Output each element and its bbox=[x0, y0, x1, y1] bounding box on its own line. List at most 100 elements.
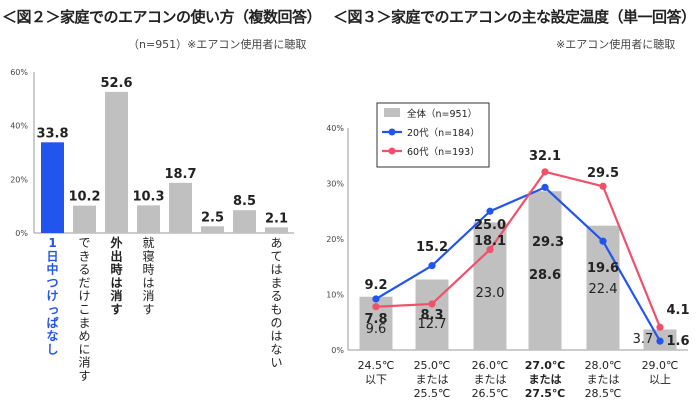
fig2-bar bbox=[41, 142, 64, 233]
fig3-20s-value-label: 29.3 bbox=[532, 235, 564, 250]
fig3-bar-value-label: 3.7 bbox=[633, 332, 654, 347]
fig3-bar-value-label: 9.6 bbox=[366, 322, 387, 337]
fig2-category-label-char: 1 bbox=[48, 236, 56, 250]
fig2-value-label: 10.2 bbox=[68, 190, 100, 205]
fig3-series-marker bbox=[656, 323, 664, 331]
fig2-y-tick-label: 20% bbox=[10, 175, 28, 184]
fig3-series-line bbox=[375, 186, 661, 342]
fig3-20s-value-label: 15.2 bbox=[416, 240, 448, 255]
fig3-category-label-line: 28.5℃ bbox=[585, 387, 622, 400]
fig2-bar bbox=[105, 91, 128, 234]
fig3-20s-value-label: 9.2 bbox=[364, 278, 387, 293]
fig2-category-label-char: は bbox=[270, 329, 282, 343]
fig3-legend-marker bbox=[388, 128, 396, 136]
fig3-series-marker bbox=[541, 183, 549, 191]
fig3-20s-value-label: 1.6 bbox=[666, 334, 689, 349]
fig2-category-label-char: し bbox=[46, 342, 58, 356]
fig2-category-label-char: き bbox=[78, 249, 90, 263]
fig3-y-tick-label: 0% bbox=[331, 346, 344, 355]
fig3-legend-label: 20代（n=184） bbox=[407, 127, 480, 139]
fig3-series-line bbox=[375, 170, 662, 328]
fig3-category-label-line: 27.5℃ bbox=[525, 387, 565, 400]
fig3-series-marker bbox=[428, 300, 436, 308]
fig2-bar bbox=[265, 227, 288, 233]
fig2-category-label-char: け bbox=[78, 289, 90, 303]
fig2-category-label-char: 就 bbox=[142, 236, 154, 250]
fig3-category-label-line: 25.5℃ bbox=[414, 387, 451, 400]
fig2-category-label-char: 消 bbox=[142, 289, 154, 303]
fig3-series-marker bbox=[372, 303, 380, 311]
fig3-bar bbox=[473, 222, 507, 350]
fig2-category-label-char: る bbox=[270, 289, 282, 303]
fig3-60s-value-label: 8.3 bbox=[420, 308, 443, 323]
fig3-legend-swatch bbox=[384, 108, 400, 117]
fig3-60s-value-label: 4.1 bbox=[666, 303, 689, 318]
fig3-legend-marker bbox=[388, 147, 396, 155]
fig3-60s-value-label: 7.8 bbox=[364, 312, 387, 327]
fig2-category-label-char: 時 bbox=[110, 262, 122, 277]
fig2-title: ＜図２＞家庭でのエアコンの使い方（複数回答） bbox=[2, 8, 322, 26]
fig2-value-label: 18.7 bbox=[164, 167, 196, 182]
fig3-bar-value-label: 22.4 bbox=[589, 282, 618, 297]
fig3-series-marker bbox=[599, 237, 607, 245]
fig3-category-label-line: または bbox=[587, 373, 620, 386]
fig2-category-label-char: 消 bbox=[78, 356, 90, 370]
fig2-bar bbox=[73, 205, 96, 233]
fig3-category-label-line: 26.0℃ bbox=[472, 359, 509, 372]
fig3-note: ※エアコン使用者に聴取 bbox=[556, 38, 676, 51]
fig3-60s-value-label: 18.1 bbox=[474, 234, 506, 249]
fig2-category-label-char: は bbox=[142, 276, 154, 290]
fig3-series-marker bbox=[428, 262, 436, 270]
fig3-legend-label: 全体（n=951） bbox=[407, 108, 477, 120]
fig3-60s-value-label: 32.1 bbox=[529, 149, 561, 164]
fig3-series-marker bbox=[541, 168, 549, 176]
fig2-category-label-char: あ bbox=[270, 236, 282, 250]
fig2-bar bbox=[201, 226, 224, 233]
fig3-category-label-line: 26.5℃ bbox=[472, 387, 509, 400]
fig2-value-label: 52.6 bbox=[100, 76, 132, 91]
fig2-category-label-char: に bbox=[78, 342, 90, 356]
fig3-bar-value-label: 28.6 bbox=[529, 268, 561, 283]
fig2-value-label: 2.1 bbox=[265, 211, 288, 226]
fig3-category-label-line: 28.0℃ bbox=[585, 359, 622, 372]
fig2-bar bbox=[169, 182, 192, 233]
fig3-bar bbox=[586, 225, 620, 350]
fig2-category-label-char: 寝 bbox=[142, 248, 154, 263]
fig2-category-label-char: な bbox=[46, 329, 58, 343]
fig2-category-label-char: 時 bbox=[142, 263, 154, 277]
fig3-title: ＜図３＞家庭でのエアコンの主な設定温度（単一回答） bbox=[333, 8, 696, 26]
fig3-y-tick-label: 10% bbox=[326, 291, 344, 300]
fig2-note: （n=951）※エアコン使用者に聴取 bbox=[128, 38, 307, 51]
fig3-series-marker bbox=[486, 245, 494, 254]
fig3-legend-label: 60代（n=193） bbox=[407, 146, 480, 158]
fig3-y-tick-label: 20% bbox=[326, 235, 344, 244]
fig2-category-label-char: 日 bbox=[46, 249, 58, 263]
fig3-20s-value-label: 19.6 bbox=[587, 261, 619, 276]
fig2-category-label-char: は bbox=[270, 263, 282, 277]
fig2-y-tick-label: 60% bbox=[10, 68, 28, 77]
fig2-category-label-char: っ bbox=[47, 303, 59, 317]
fig2-category-label-char: す bbox=[110, 303, 122, 317]
fig2-bar bbox=[137, 205, 160, 233]
fig2-category-label-char: す bbox=[78, 369, 90, 383]
fig2-category-label-char: つ bbox=[46, 276, 58, 290]
fig2-category-label-char: 中 bbox=[46, 262, 58, 277]
fig3-bar bbox=[528, 191, 562, 350]
fig2-category-label-char: ま bbox=[78, 316, 90, 330]
fig3-category-label-line: 27.0℃ bbox=[525, 359, 565, 372]
fig2-category-label-char: め bbox=[78, 329, 90, 343]
fig2-category-label-char: ま bbox=[270, 276, 282, 290]
fig2-category-label-char: い bbox=[270, 356, 282, 370]
fig3-20s-value-label: 25.0 bbox=[474, 218, 506, 233]
fig2-category-label-char: ぱ bbox=[46, 315, 58, 330]
fig2-category-label-char: け bbox=[46, 289, 58, 303]
fig3-category-label-line: 25.0℃ bbox=[414, 359, 451, 372]
fig2-category-label-char: 外 bbox=[110, 235, 122, 250]
fig2-y-tick-label: 40% bbox=[10, 122, 28, 131]
fig2-value-label: 33.8 bbox=[36, 126, 68, 141]
fig2-category-label-char: で bbox=[78, 236, 90, 250]
fig3-category-label-line: 29.0℃ bbox=[642, 359, 679, 372]
fig3-category-label-line: 24.5℃ bbox=[358, 359, 395, 372]
fig3-category-label-line: 以下 bbox=[365, 373, 387, 386]
